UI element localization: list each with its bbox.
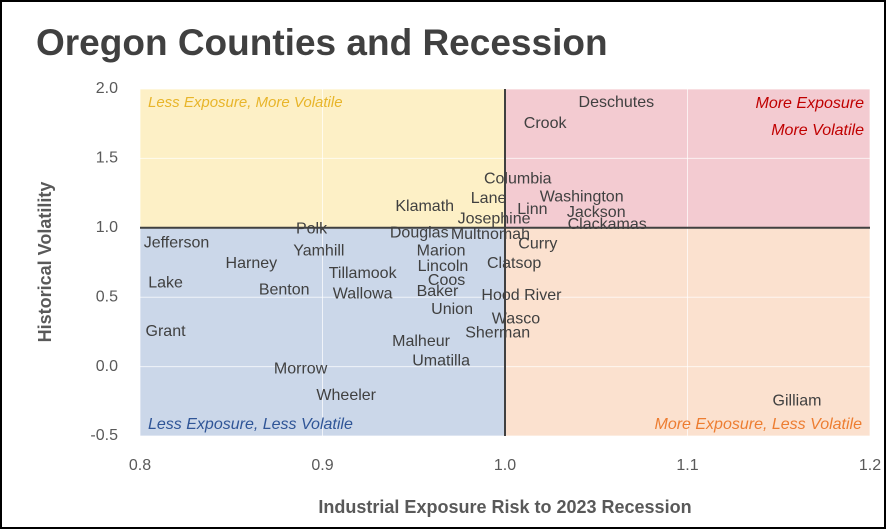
county-point: Benton — [259, 281, 310, 298]
quadrant-label: Less Exposure, Less Volatile — [148, 416, 353, 433]
county-point: Curry — [518, 236, 557, 253]
county-point: Malheur — [392, 333, 450, 350]
county-point: Umatilla — [412, 352, 470, 369]
county-point: Union — [431, 301, 473, 318]
y-tick-label: -0.5 — [90, 427, 118, 444]
x-tick-label: 0.9 — [311, 457, 333, 474]
county-point: Polk — [296, 220, 328, 237]
quadrant-label: More Exposure — [756, 95, 865, 112]
county-point: Jackson — [567, 204, 626, 221]
y-axis-label: Historical Volatility — [35, 182, 55, 343]
chart-title: Oregon Counties and Recession — [36, 22, 608, 63]
county-point: Douglas — [390, 225, 449, 242]
county-point: Yamhill — [293, 243, 344, 260]
quadrant-label: More Exposure, Less Volatile — [654, 416, 862, 433]
quadrant-label: Less Exposure, More Volatile — [148, 94, 343, 111]
x-axis-label: Industrial Exposure Risk to 2023 Recessi… — [318, 497, 691, 517]
county-point: Hood River — [481, 287, 562, 304]
x-tick-label: 0.8 — [129, 457, 151, 474]
county-point: Crook — [524, 115, 568, 132]
x-tick-label: 1.1 — [676, 457, 698, 474]
county-point: Jefferson — [144, 234, 210, 251]
county-point: Wasco — [492, 311, 540, 328]
county-point: Lincoln — [418, 258, 469, 275]
county-point: Clackamas — [568, 216, 647, 233]
county-point: Deschutes — [579, 94, 655, 111]
county-point: Lake — [148, 275, 183, 292]
county-point: Lane — [471, 190, 507, 207]
county-point: Clatsop — [487, 255, 541, 272]
y-tick-label: 1.0 — [96, 219, 118, 236]
y-tick-label: 1.5 — [96, 150, 118, 167]
x-tick-label: 1.2 — [859, 457, 881, 474]
quadrant-label: More Volatile — [771, 122, 864, 139]
county-point: Morrow — [274, 361, 328, 378]
county-point: Linn — [517, 201, 547, 218]
county-point: Josephine — [458, 211, 531, 228]
county-point: Wallowa — [333, 286, 393, 303]
county-point: Grant — [146, 323, 187, 340]
county-point: Coos — [428, 272, 465, 289]
county-point: Marion — [417, 243, 466, 260]
county-point: Washington — [540, 188, 624, 205]
y-tick-label: 0.5 — [96, 288, 118, 305]
county-point: Multnomah — [451, 226, 530, 243]
county-point: Tillamook — [329, 265, 398, 282]
y-tick-label: 0.0 — [96, 358, 118, 375]
county-point: Sherman — [465, 325, 530, 342]
county-point: Klamath — [395, 198, 454, 215]
county-point: Columbia — [484, 170, 552, 187]
county-point: Harney — [226, 255, 278, 272]
x-tick-label: 1.0 — [494, 457, 516, 474]
y-tick-label: 2.0 — [96, 80, 118, 97]
county-point: Gilliam — [773, 393, 822, 410]
county-point: Wheeler — [316, 387, 376, 404]
county-point: Baker — [417, 283, 459, 300]
